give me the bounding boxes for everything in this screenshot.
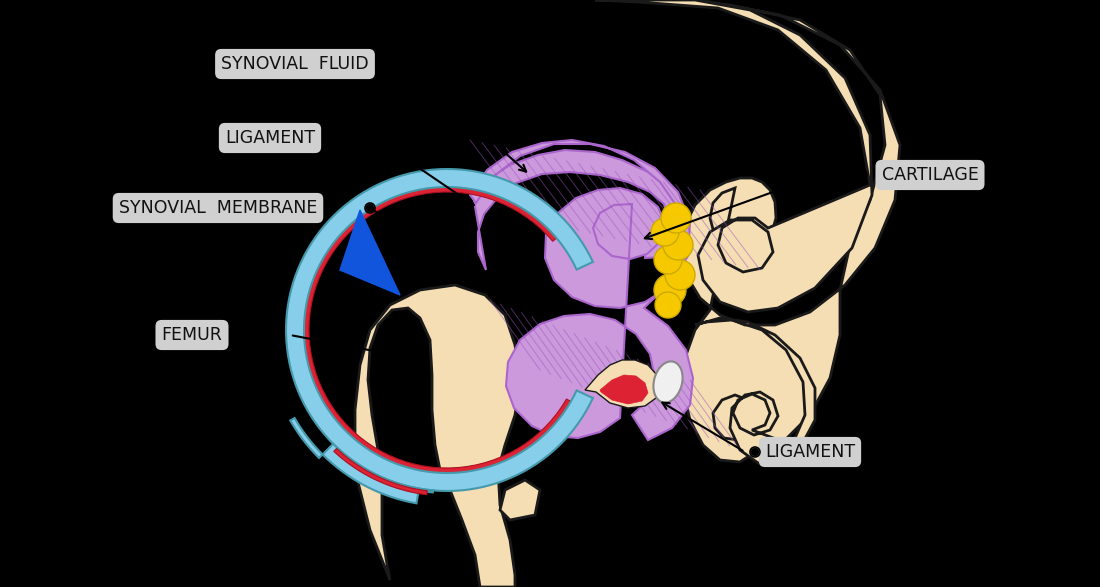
Circle shape: [654, 292, 681, 318]
Polygon shape: [695, 318, 815, 463]
Text: LIGAMENT: LIGAMENT: [224, 129, 315, 147]
Polygon shape: [333, 448, 427, 495]
Circle shape: [368, 134, 376, 142]
Circle shape: [654, 274, 686, 306]
Circle shape: [366, 204, 374, 212]
Polygon shape: [600, 375, 648, 404]
Circle shape: [666, 260, 695, 290]
Circle shape: [258, 331, 266, 339]
Circle shape: [651, 218, 679, 246]
Polygon shape: [595, 0, 872, 312]
Polygon shape: [290, 418, 433, 503]
Circle shape: [858, 171, 866, 179]
Text: FEMUR: FEMUR: [162, 326, 222, 344]
Text: SYNOVIAL  FLUID: SYNOVIAL FLUID: [221, 55, 368, 73]
Polygon shape: [610, 0, 900, 462]
Polygon shape: [302, 186, 572, 474]
Polygon shape: [355, 285, 520, 587]
Circle shape: [404, 60, 412, 68]
Text: LIGAMENT: LIGAMENT: [764, 443, 855, 461]
Circle shape: [661, 203, 691, 233]
Polygon shape: [473, 150, 688, 270]
Circle shape: [663, 230, 693, 260]
Polygon shape: [585, 360, 660, 408]
Text: SYNOVIAL  MEMBRANE: SYNOVIAL MEMBRANE: [119, 199, 317, 217]
Polygon shape: [500, 480, 540, 520]
Circle shape: [654, 246, 682, 274]
Polygon shape: [286, 169, 593, 491]
Circle shape: [751, 448, 759, 456]
Ellipse shape: [653, 362, 683, 403]
Polygon shape: [340, 210, 400, 295]
Text: CARTILAGE: CARTILAGE: [881, 166, 978, 184]
Polygon shape: [470, 140, 693, 440]
